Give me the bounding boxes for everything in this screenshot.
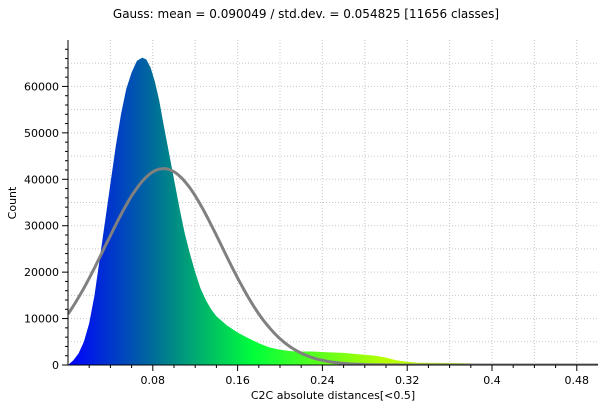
grid [68, 40, 598, 365]
ticks: 0 10000 20000 30000 40000 50000 60000 0.08 0.16 0… [24, 48, 590, 387]
y-tick-label: 20000 [24, 266, 59, 279]
x-tick-label: 0.4 [483, 374, 501, 387]
y-tick-label: 30000 [24, 220, 59, 233]
data-layer [68, 57, 598, 365]
y-tick-label: 10000 [24, 313, 59, 326]
x-tick-label: 0.16 [225, 374, 250, 387]
y-tick-label: 50000 [24, 127, 59, 140]
chart-title: Gauss: mean = 0.090049 / std.dev. = 0.05… [113, 7, 499, 21]
y-axis-label: Count [6, 186, 19, 219]
y-tick-label: 0 [52, 359, 59, 372]
y-tick-label: 60000 [24, 80, 59, 93]
histogram-area [68, 57, 598, 365]
x-axis-label: C2C absolute distances[<0.5] [251, 389, 415, 402]
x-tick-label: 0.48 [565, 374, 590, 387]
y-tick-label: 40000 [24, 173, 59, 186]
x-tick-label: 0.32 [395, 374, 420, 387]
gauss-fit-curve [68, 167, 598, 365]
x-tick-label: 0.24 [310, 374, 335, 387]
x-tick-label: 0.08 [141, 374, 166, 387]
